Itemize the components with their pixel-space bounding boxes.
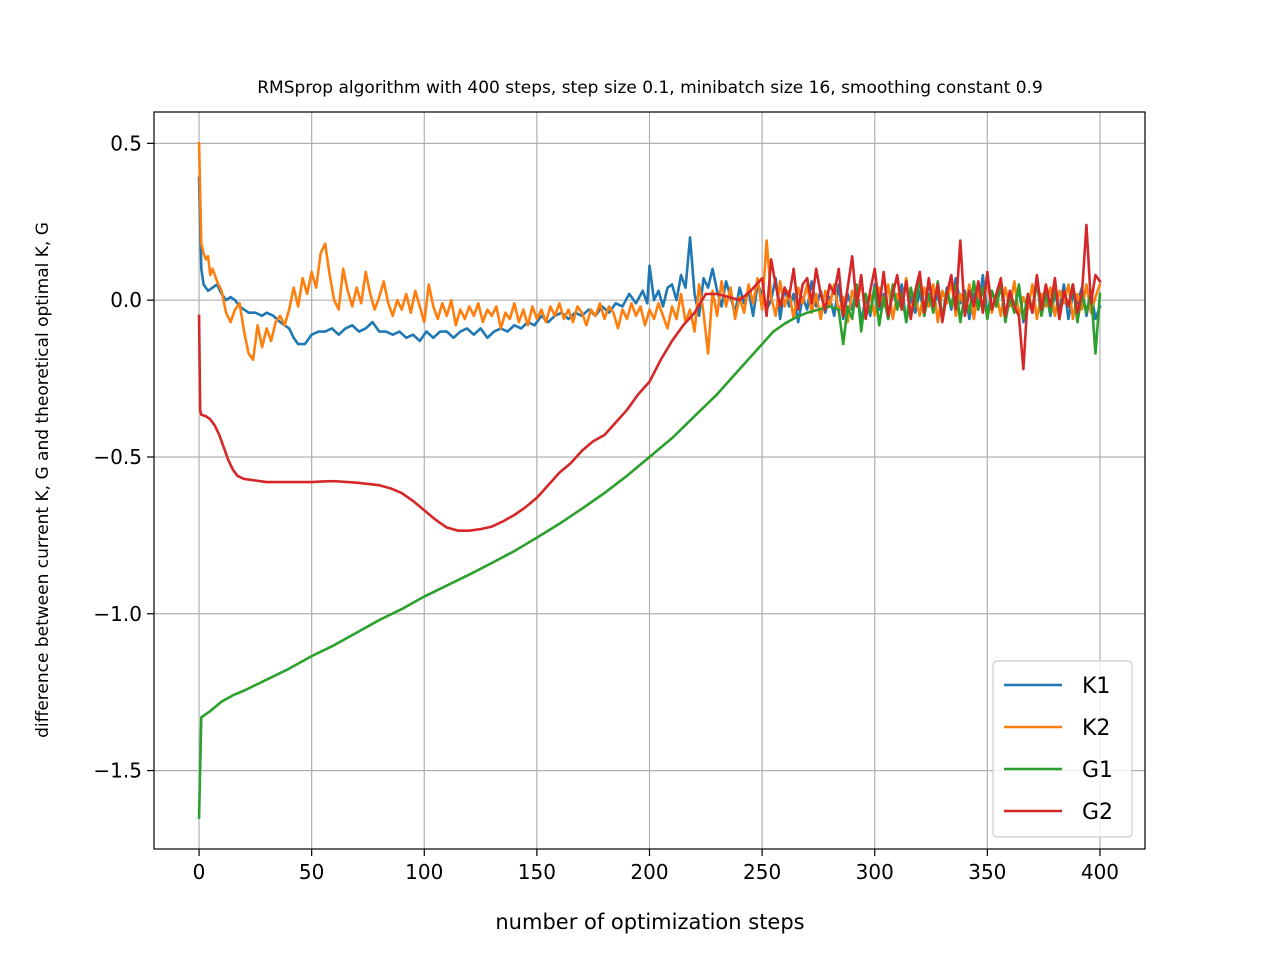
x-tick-label: 400 (1081, 860, 1119, 884)
legend: K1 K2 G1 G2 (992, 660, 1133, 838)
legend-label-k1: K1 (1082, 674, 1110, 699)
y-tick-label: 0.5 (110, 131, 142, 155)
x-tick-label: 50 (299, 860, 324, 884)
legend-label-g1: G1 (1082, 758, 1113, 783)
x-axis-label: number of optimization steps (495, 910, 804, 934)
plot-layer (197, 142, 1102, 819)
y-tick-label: −1.5 (93, 759, 142, 783)
y-tick-label: −0.5 (93, 445, 142, 469)
x-tick-label: 150 (518, 860, 556, 884)
y-tick-label: 0.0 (110, 288, 142, 312)
x-tick-label: 200 (630, 860, 668, 884)
x-tick-label: 250 (743, 860, 781, 884)
chart-title: RMSprop algorithm with 400 steps, step s… (257, 78, 1043, 98)
x-tick-label: 300 (856, 860, 894, 884)
series-line-g2 (197, 223, 1102, 532)
legend-label-k2: K2 (1082, 716, 1110, 741)
series-line-k1 (197, 176, 1102, 346)
y-tick-label: −1.0 (93, 602, 142, 626)
x-tick-label: 350 (968, 860, 1006, 884)
y-axis-label: difference between current K, G and theo… (33, 222, 53, 738)
x-tick-label: 100 (405, 860, 443, 884)
legend-frame (992, 660, 1133, 838)
series-line-k2 (197, 142, 1102, 362)
x-tick-label: 0 (193, 860, 206, 884)
tick-layer: 0 50 100 150 200 250 300 350 400 0.5 0.0 −0.5 −1.0 −1… (93, 131, 1119, 884)
legend-label-g2: G2 (1082, 800, 1113, 825)
